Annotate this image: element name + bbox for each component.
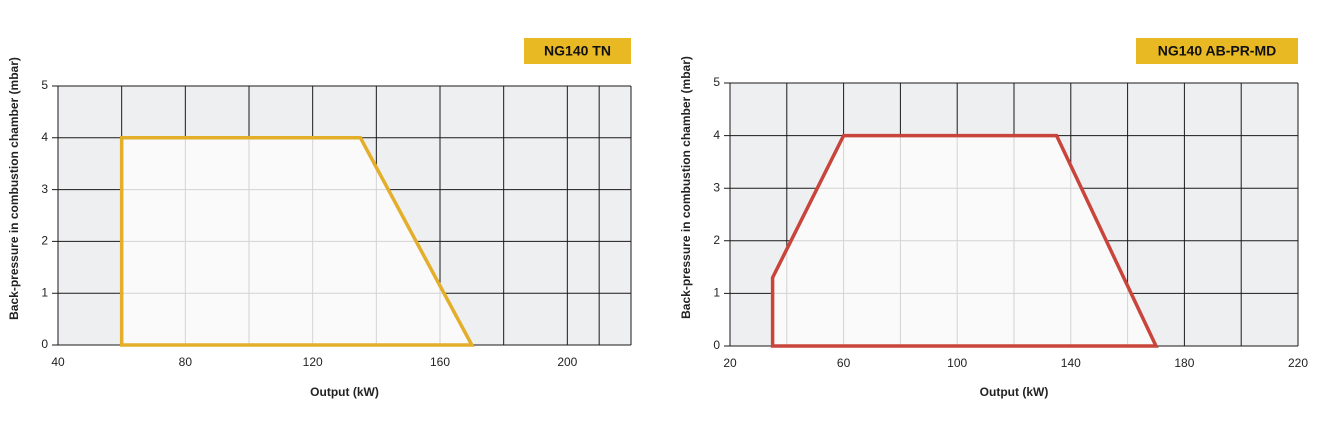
y-tick-label: 2 bbox=[41, 234, 48, 248]
y-tick-label: 0 bbox=[41, 337, 48, 351]
y-axis-title: Back-pressure in combustion chamber (mba… bbox=[7, 57, 21, 320]
y-tick-label: 3 bbox=[713, 180, 720, 194]
x-tick-label: 40 bbox=[51, 355, 65, 369]
y-tick-label: 1 bbox=[713, 286, 720, 300]
operating-area bbox=[770, 133, 1159, 348]
x-tick-label: 220 bbox=[1288, 356, 1308, 370]
y-tick-label: 5 bbox=[41, 78, 48, 92]
x-tick-label: 200 bbox=[557, 355, 577, 369]
x-tick-label: 60 bbox=[837, 356, 851, 370]
x-tick-label: 160 bbox=[430, 355, 450, 369]
x-tick-label: 120 bbox=[303, 355, 323, 369]
y-tick-label: 3 bbox=[41, 182, 48, 196]
y-tick-label: 5 bbox=[713, 75, 720, 89]
x-axis-title: Output (kW) bbox=[310, 385, 379, 399]
chart-title: NG140 AB-PR-MD bbox=[1158, 43, 1277, 59]
operating-area bbox=[119, 136, 475, 347]
y-tick-label: 4 bbox=[713, 128, 720, 142]
x-tick-label: 100 bbox=[947, 356, 967, 370]
x-axis-title: Output (kW) bbox=[980, 385, 1049, 399]
x-tick-label: 140 bbox=[1061, 356, 1081, 370]
title-badge bbox=[1136, 38, 1298, 64]
y-tick-label: 1 bbox=[41, 285, 48, 299]
y-tick-label: 4 bbox=[41, 130, 48, 144]
title-badge bbox=[524, 38, 631, 64]
y-tick-label: 2 bbox=[713, 233, 720, 247]
x-tick-label: 180 bbox=[1174, 356, 1194, 370]
chart-title: NG140 TN bbox=[544, 43, 611, 59]
y-tick-label: 0 bbox=[713, 338, 720, 352]
y-axis-title: Back-pressure in combustion chamber (mba… bbox=[679, 56, 693, 319]
x-tick-label: 20 bbox=[723, 356, 737, 370]
x-tick-label: 80 bbox=[179, 355, 193, 369]
